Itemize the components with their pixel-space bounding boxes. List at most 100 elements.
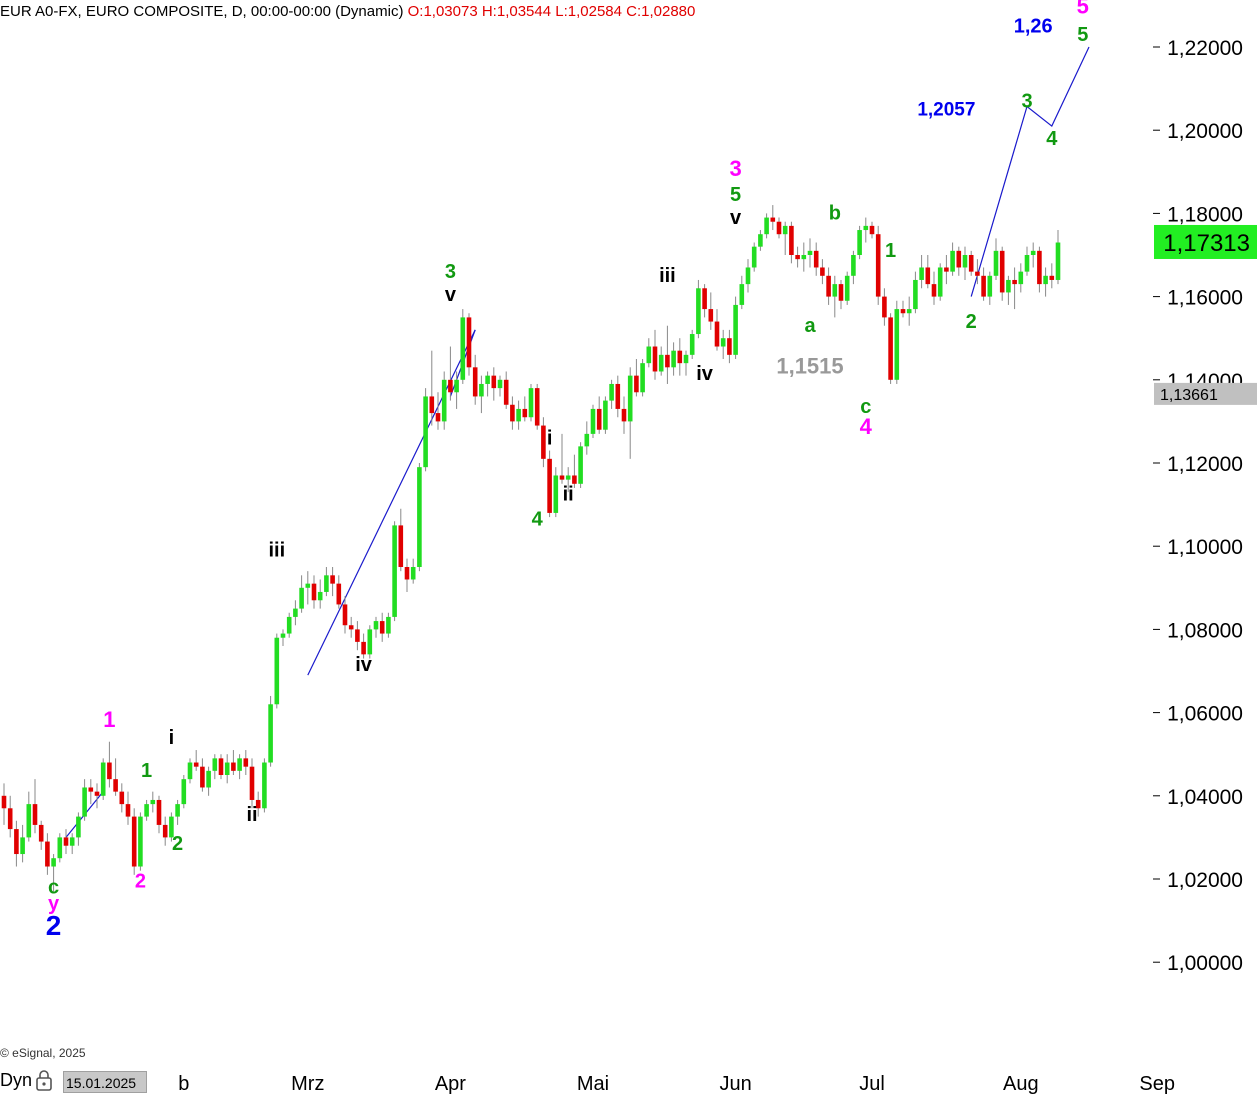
candle — [950, 242, 955, 276]
candle-body — [547, 458, 552, 513]
candle-body — [1030, 250, 1036, 255]
candle-body — [646, 346, 652, 364]
candle — [553, 467, 559, 518]
candle — [925, 255, 931, 289]
wave-label: b — [829, 203, 841, 225]
candle-body — [516, 408, 521, 422]
candle-body — [100, 762, 106, 796]
candle — [175, 799, 180, 825]
candle — [69, 833, 75, 855]
wave-label: iii — [268, 540, 285, 562]
candle — [82, 779, 87, 821]
candle-body — [919, 267, 924, 280]
candle-body — [144, 804, 149, 817]
candle-body — [88, 787, 94, 792]
candle-body — [813, 250, 819, 268]
candle — [7, 795, 13, 838]
candle — [76, 812, 81, 846]
dyn-label[interactable]: Dyn — [0, 1070, 33, 1090]
candle-body — [193, 762, 199, 767]
candle — [782, 221, 788, 255]
candle-body — [596, 408, 602, 430]
candle — [14, 820, 19, 867]
trend-line[interactable] — [307, 329, 476, 676]
candle — [293, 600, 298, 626]
wave-label: 5 — [730, 184, 741, 206]
candle-body — [119, 791, 125, 805]
candle-body — [950, 250, 955, 272]
candle — [119, 783, 125, 813]
candle — [32, 779, 38, 834]
candle-body — [417, 467, 422, 567]
date-field[interactable]: 15.01.2025 — [63, 1071, 147, 1093]
y-tick-label: 1,08000 — [1167, 619, 1243, 642]
candle-body — [348, 625, 354, 630]
wave-label: 2 — [966, 311, 977, 333]
candle — [100, 758, 106, 800]
candle — [497, 375, 503, 397]
candle — [156, 795, 162, 834]
wave-label: 4 — [1046, 128, 1058, 150]
candle — [851, 250, 856, 285]
candle — [131, 808, 137, 875]
candle — [45, 833, 50, 875]
candle — [299, 575, 304, 613]
candle-body — [1043, 275, 1048, 285]
candle-body — [510, 404, 515, 422]
candle — [968, 250, 974, 276]
candle-body — [156, 799, 162, 825]
candle-body — [373, 621, 379, 630]
trend-line[interactable] — [970, 46, 1090, 297]
candle — [522, 396, 528, 422]
candle-body — [677, 350, 683, 364]
last-price-box — [1154, 224, 1257, 259]
candle-body — [38, 824, 44, 842]
candle-body — [113, 779, 118, 792]
candle — [975, 259, 980, 285]
candle-body — [702, 288, 707, 310]
candle-body — [237, 758, 242, 771]
candle-body — [857, 230, 862, 255]
candle-body — [1012, 279, 1017, 285]
candle-body — [1006, 279, 1011, 293]
candle — [410, 558, 416, 584]
candle — [274, 633, 280, 709]
candle — [913, 271, 918, 314]
candle-body — [32, 804, 38, 825]
candle-body — [1, 795, 7, 809]
y-tick-label: 1,12000 — [1167, 453, 1243, 476]
candle-body — [175, 804, 180, 817]
candle — [720, 329, 726, 359]
candle-body — [999, 250, 1005, 293]
candle-body — [76, 816, 81, 838]
lock-icon[interactable] — [35, 1069, 53, 1091]
candle — [627, 367, 633, 459]
candle-body — [262, 762, 267, 809]
candle-body — [274, 637, 280, 705]
candle-body — [491, 375, 497, 389]
candle — [528, 383, 534, 422]
candle-body — [150, 799, 156, 805]
candle-body — [627, 375, 633, 422]
candle — [336, 575, 342, 609]
candle-body — [807, 250, 813, 255]
candle — [621, 396, 627, 434]
x-tick-label: Mai — [577, 1073, 609, 1094]
candle — [57, 833, 63, 863]
candle — [466, 313, 472, 376]
y-tick-label: 1,16000 — [1167, 287, 1243, 310]
candle — [491, 367, 497, 401]
candle — [590, 404, 596, 439]
candle-body — [429, 396, 435, 414]
wave-label: ii — [246, 804, 257, 826]
candle-body — [280, 633, 286, 638]
candle — [1037, 246, 1042, 293]
candle-body — [435, 413, 441, 422]
candle-body — [708, 309, 714, 322]
wave-label: 1 — [885, 240, 896, 262]
x-tick-label: Sep — [1139, 1073, 1175, 1094]
candle — [813, 242, 819, 276]
candle — [919, 255, 924, 289]
